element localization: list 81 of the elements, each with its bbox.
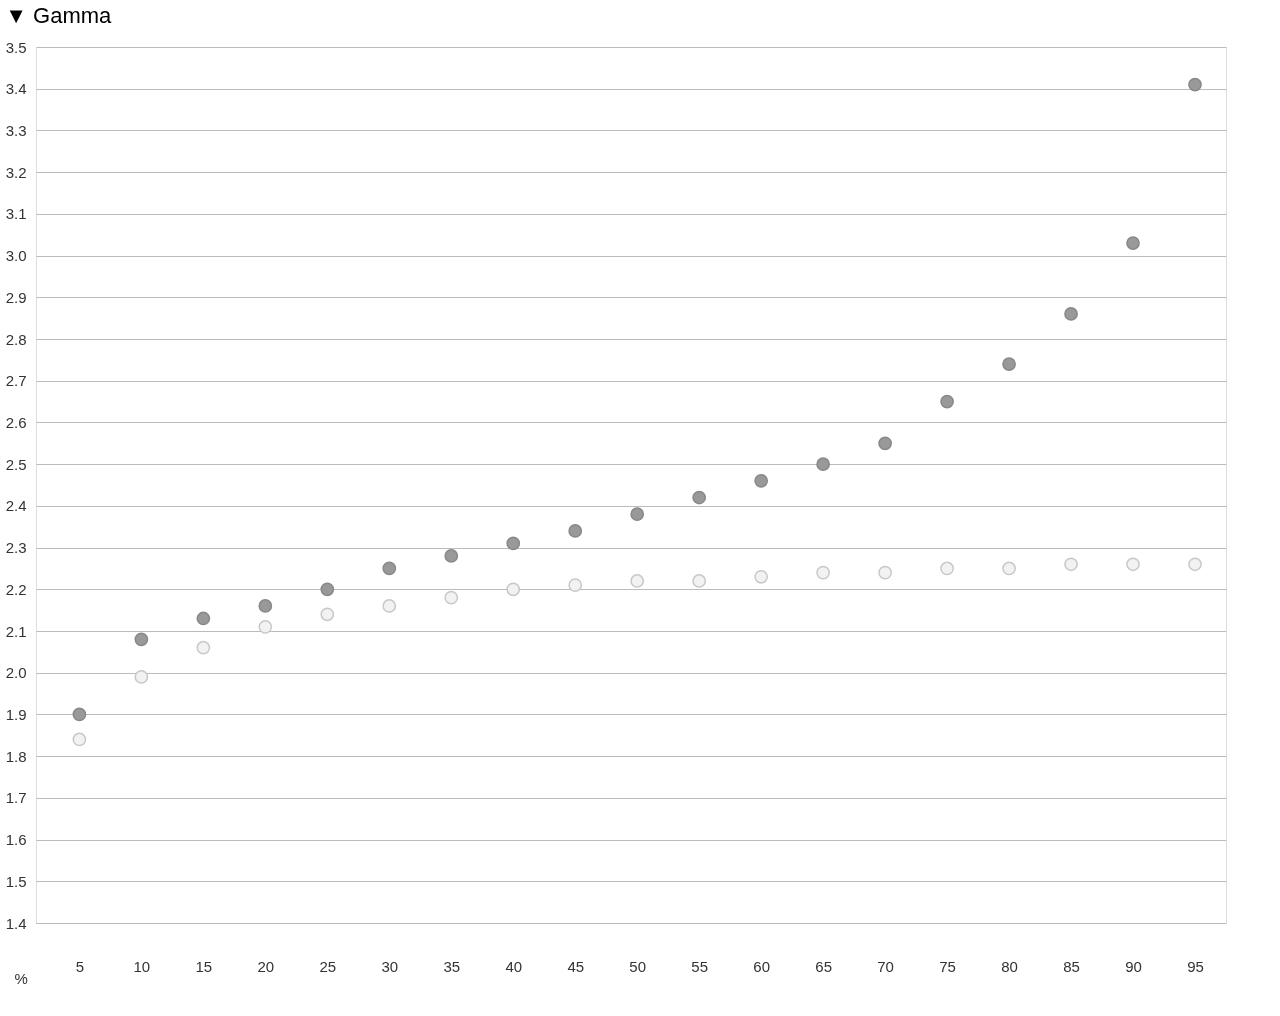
y-tick-label: 2.2 — [5, 580, 27, 598]
x-tick-label: 5 — [75, 957, 85, 975]
point — [754, 569, 769, 584]
y-tick-label: 2.0 — [5, 664, 27, 682]
point — [692, 490, 707, 505]
point — [568, 524, 583, 538]
point — [382, 599, 397, 613]
point — [196, 611, 211, 626]
point — [1002, 357, 1016, 371]
point — [568, 578, 583, 592]
y-tick-label: 2.9 — [5, 288, 27, 306]
x-tick-label: 75 — [939, 957, 956, 975]
y-tick-label: 1.5 — [5, 872, 27, 890]
x-tick-label: 65 — [815, 957, 832, 975]
x-tick-label: 10 — [133, 957, 151, 975]
point — [506, 536, 521, 551]
point — [506, 582, 521, 597]
point — [258, 599, 273, 613]
y-tick-label: 2.7 — [5, 372, 27, 390]
x-tick-label: 20 — [257, 957, 275, 975]
x-tick-label: 90 — [1125, 957, 1142, 975]
x-tick-label: 45 — [567, 957, 585, 975]
point — [382, 561, 397, 576]
point — [816, 457, 831, 471]
y-tick-label: 2.4 — [5, 497, 27, 515]
point — [1188, 77, 1202, 92]
point — [72, 732, 87, 747]
point — [1064, 307, 1078, 321]
y-tick-label: 2.1 — [5, 622, 27, 640]
x-tick-label: 80 — [1001, 957, 1018, 975]
y-tick-label: 1.4 — [5, 914, 27, 932]
point — [444, 549, 459, 563]
y-tick-label: 3.4 — [5, 80, 27, 98]
x-tick-label: 40 — [505, 957, 523, 975]
y-tick-label: 3.1 — [5, 205, 27, 223]
point — [134, 670, 149, 684]
point — [1064, 557, 1078, 572]
y-tick-label: 1.6 — [5, 831, 27, 849]
point — [258, 619, 273, 634]
point — [1002, 561, 1016, 576]
point — [196, 640, 211, 655]
x-tick-label: 50 — [629, 957, 647, 975]
x-tick-label: 85 — [1063, 957, 1080, 975]
x-tick-label: 30 — [381, 957, 399, 975]
x-tick-label: 35 — [443, 957, 461, 975]
y-tick-label: 3.0 — [5, 247, 27, 265]
point — [754, 473, 769, 488]
chart-title: ▼ Gamma — [5, 3, 113, 28]
y-tick-label: 1.7 — [5, 789, 27, 807]
y-tick-label: 1.8 — [5, 747, 27, 765]
point — [1126, 236, 1140, 250]
point — [1188, 557, 1202, 572]
y-tick-label: 1.9 — [5, 705, 27, 723]
y-tick-label: 2.6 — [5, 413, 27, 431]
y-tick-label: 2.3 — [5, 539, 27, 557]
x-tick-label: 15 — [195, 957, 213, 975]
x-tick-label: 25 — [319, 957, 337, 975]
y-tick-label: 3.2 — [5, 163, 27, 181]
point — [320, 582, 335, 597]
point — [444, 590, 459, 605]
y-tick-label: 2.5 — [5, 455, 27, 473]
point — [320, 607, 335, 622]
x-tick-label: 95 — [1187, 957, 1204, 975]
point — [1126, 557, 1140, 572]
point — [940, 394, 954, 409]
point — [692, 574, 707, 588]
x-tick-label: 60 — [753, 957, 770, 975]
point — [134, 632, 149, 647]
point — [630, 574, 645, 588]
x-axis-title: % — [14, 969, 28, 987]
point — [630, 507, 645, 522]
y-tick-label: 3.5 — [5, 38, 27, 56]
point — [72, 707, 87, 722]
x-tick-label: 55 — [691, 957, 709, 975]
point — [878, 565, 892, 580]
y-tick-label: 2.8 — [5, 330, 27, 348]
point — [940, 561, 954, 576]
x-tick-label: 70 — [877, 957, 894, 975]
y-tick-label: 3.3 — [5, 121, 27, 139]
point — [816, 565, 831, 580]
point — [878, 436, 892, 451]
